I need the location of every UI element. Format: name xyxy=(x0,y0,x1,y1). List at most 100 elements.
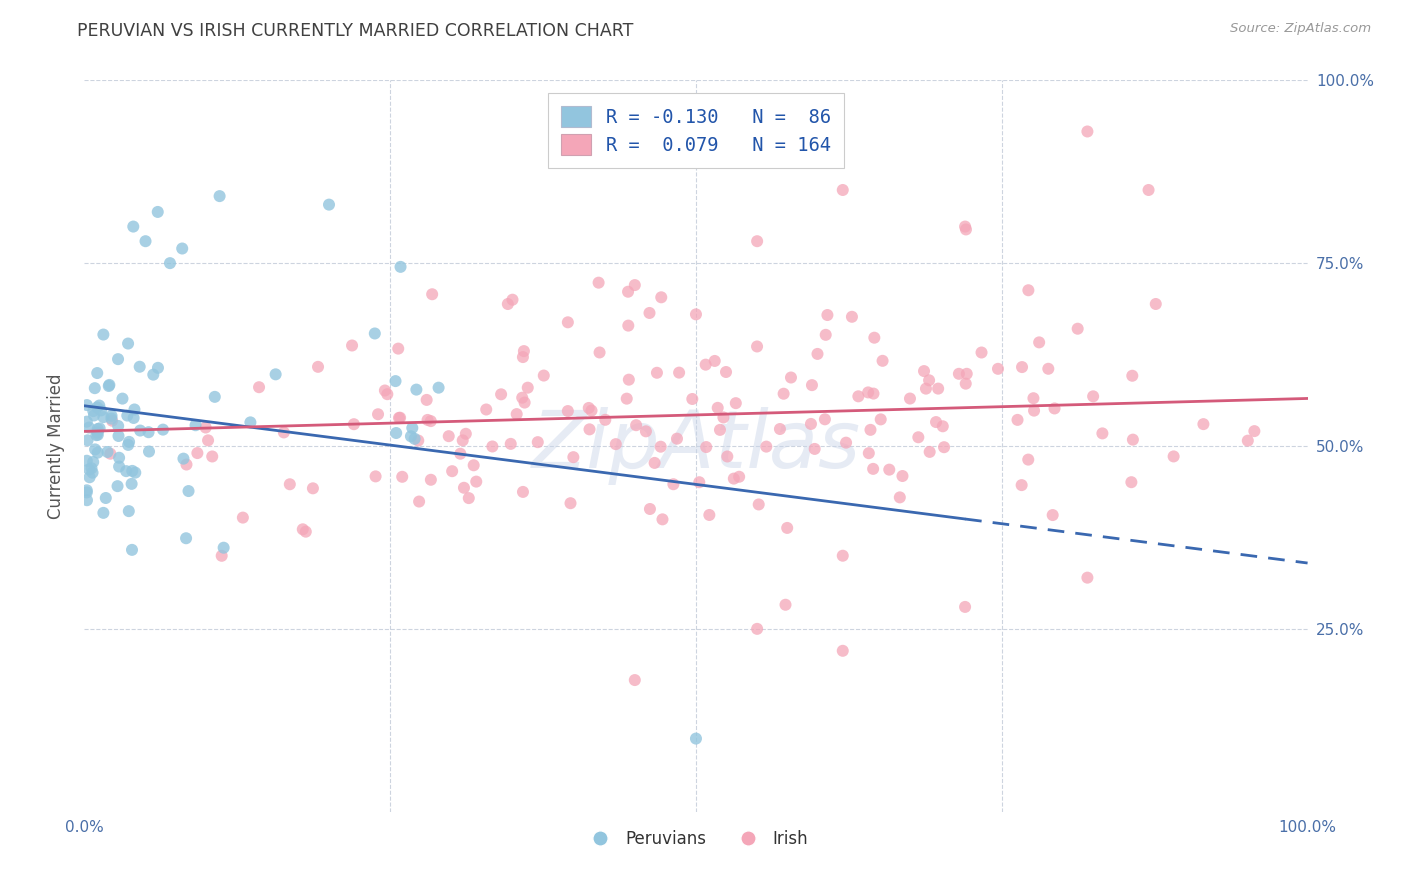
Point xyxy=(912,364,935,378)
Point xyxy=(364,469,387,483)
Point xyxy=(146,205,169,219)
Point xyxy=(728,469,751,483)
Point xyxy=(86,428,108,442)
Point xyxy=(375,387,398,401)
Point xyxy=(177,484,200,499)
Point xyxy=(374,384,396,398)
Point xyxy=(76,398,98,412)
Point xyxy=(90,403,112,417)
Point xyxy=(115,464,138,478)
Point xyxy=(1192,417,1215,431)
Point xyxy=(387,342,409,356)
Point xyxy=(1022,391,1045,405)
Point xyxy=(803,442,825,456)
Point xyxy=(907,430,929,444)
Point xyxy=(307,359,329,374)
Point xyxy=(415,392,437,407)
Point xyxy=(172,242,194,256)
Point xyxy=(208,189,231,203)
Point xyxy=(695,358,717,372)
Point xyxy=(86,422,108,436)
Point xyxy=(644,456,666,470)
Point xyxy=(706,401,728,415)
Point xyxy=(831,644,853,658)
Point xyxy=(513,395,536,409)
Point xyxy=(948,367,970,381)
Point xyxy=(645,366,668,380)
Point xyxy=(513,344,536,359)
Point xyxy=(955,376,977,391)
Point xyxy=(83,409,105,423)
Point xyxy=(560,496,582,510)
Point xyxy=(915,382,938,396)
Point xyxy=(703,354,725,368)
Point xyxy=(405,383,427,397)
Point xyxy=(86,445,108,459)
Point xyxy=(512,350,534,364)
Point xyxy=(98,378,121,392)
Point xyxy=(77,420,100,434)
Point xyxy=(987,361,1010,376)
Point xyxy=(831,549,853,563)
Text: PERUVIAN VS IRISH CURRENTLY MARRIED CORRELATION CHART: PERUVIAN VS IRISH CURRENTLY MARRIED CORR… xyxy=(77,22,634,40)
Point xyxy=(76,493,98,508)
Point xyxy=(385,425,408,440)
Point xyxy=(343,417,366,432)
Point xyxy=(1091,426,1114,441)
Point xyxy=(688,475,710,490)
Point xyxy=(650,290,672,304)
Point xyxy=(713,410,735,425)
Point xyxy=(1081,389,1104,403)
Point xyxy=(124,466,146,480)
Point xyxy=(496,297,519,311)
Point xyxy=(953,599,976,614)
Point xyxy=(716,450,738,464)
Point xyxy=(100,411,122,425)
Point xyxy=(80,461,103,475)
Point xyxy=(953,219,976,234)
Point xyxy=(927,382,949,396)
Point xyxy=(1121,368,1143,383)
Point xyxy=(465,475,488,489)
Point xyxy=(714,365,737,379)
Point xyxy=(526,435,548,450)
Point xyxy=(835,435,858,450)
Point xyxy=(831,183,853,197)
Point xyxy=(302,481,325,495)
Point xyxy=(800,417,823,431)
Point xyxy=(651,512,673,526)
Point xyxy=(776,521,799,535)
Point xyxy=(581,403,603,417)
Point xyxy=(956,367,979,381)
Point xyxy=(578,422,600,436)
Point xyxy=(86,401,108,415)
Point xyxy=(86,366,108,380)
Point xyxy=(1038,361,1060,376)
Point xyxy=(79,470,101,484)
Point xyxy=(1137,183,1160,197)
Point xyxy=(463,458,485,473)
Point xyxy=(932,419,955,434)
Point xyxy=(889,491,911,505)
Point xyxy=(408,494,430,508)
Point xyxy=(427,381,450,395)
Point xyxy=(841,310,863,324)
Point xyxy=(76,454,98,468)
Point xyxy=(97,379,120,393)
Point xyxy=(232,510,254,524)
Point xyxy=(634,425,657,439)
Point xyxy=(588,345,610,359)
Point xyxy=(918,445,941,459)
Point xyxy=(406,434,429,448)
Point xyxy=(76,485,98,500)
Point xyxy=(1011,360,1033,375)
Point xyxy=(451,434,474,448)
Point xyxy=(1066,322,1088,336)
Point xyxy=(117,409,139,423)
Point xyxy=(723,472,745,486)
Point xyxy=(107,419,129,434)
Point xyxy=(1076,124,1098,138)
Point xyxy=(93,506,115,520)
Point xyxy=(489,387,512,401)
Point xyxy=(814,327,837,342)
